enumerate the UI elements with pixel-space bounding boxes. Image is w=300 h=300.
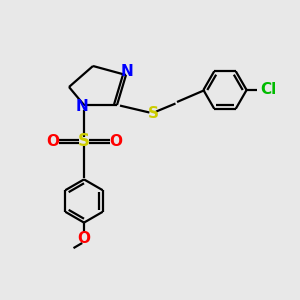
Text: N: N (121, 64, 134, 80)
Text: O: O (109, 134, 122, 148)
Text: O: O (77, 231, 91, 246)
Text: S: S (148, 106, 158, 122)
Text: S: S (78, 132, 90, 150)
Text: O: O (46, 134, 59, 148)
Text: N: N (76, 99, 88, 114)
Text: Cl: Cl (260, 82, 276, 98)
